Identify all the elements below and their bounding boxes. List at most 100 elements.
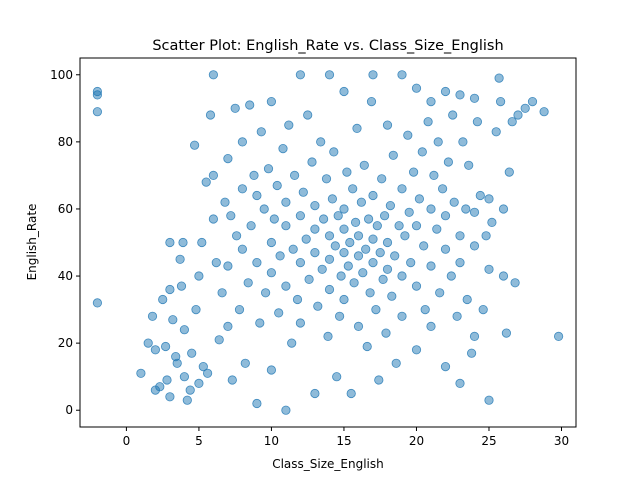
data-point [553,331,564,341]
data-point [272,180,282,191]
data-point [161,341,171,352]
data-point [397,271,407,281]
data-point [448,110,458,120]
data-point [342,167,352,177]
data-point [295,70,305,80]
data-point [281,197,291,207]
data-point [353,251,364,261]
data-point [194,271,204,281]
data-point [214,335,224,345]
data-point [365,288,375,298]
data-point [336,271,346,281]
data-point [223,154,233,164]
data-point [240,358,250,368]
data-point [259,204,269,214]
data-point [237,137,247,147]
data-point [234,304,245,315]
data-point [333,211,343,221]
data-point [162,375,172,385]
data-point [281,221,291,231]
data-point [426,97,436,107]
data-point [201,177,211,187]
data-point [487,217,497,227]
data-point [455,257,465,268]
y-axis: 0 20 40 60 80 100 [50,68,80,417]
data-point [437,184,448,194]
data-point [165,284,175,295]
data-point [440,86,451,97]
data-point [243,278,253,288]
data-point [520,103,530,113]
data-point [310,248,320,258]
data-point [323,331,333,341]
data-point [232,231,242,241]
data-point [281,281,291,291]
data-point [495,97,506,107]
data-point [411,345,422,355]
data-point [435,288,445,298]
x-tick-label: 30 [554,434,569,448]
plot-frame [79,57,577,428]
data-point [462,294,472,305]
data-point [237,184,247,194]
data-point [455,231,465,241]
data-point [440,361,451,372]
data-point [390,251,400,261]
data-point [404,207,414,217]
data-point [494,73,504,83]
x-axis: 0 5 10 15 20 25 30 [123,427,569,448]
data-point [423,117,433,127]
data-point [185,385,195,395]
data-point [246,221,256,231]
data-point [478,304,488,315]
data-point [226,211,236,221]
data-point [316,137,326,147]
data-point [158,294,168,305]
data-point [469,331,480,341]
data-point [324,70,335,80]
data-point [368,70,378,80]
data-point [208,170,218,180]
data-point [498,271,509,281]
data-point [330,241,340,251]
data-point [358,268,368,278]
data-point [481,231,491,241]
data-points [92,70,564,415]
data-point [260,288,271,298]
x-tick-label: 25 [481,434,496,448]
data-point [469,241,480,251]
data-point [387,291,397,301]
data-point [432,224,442,234]
data-point [346,388,356,399]
data-point [165,392,175,402]
data-point [352,123,362,133]
y-axis-label: English_Rate [25,204,39,281]
data-point [433,137,443,147]
data-point [426,321,436,331]
data-point [362,341,372,352]
data-point [245,100,255,110]
data-point [458,137,468,147]
x-tick-label: 0 [123,434,131,448]
data-point [327,194,337,204]
data-point [368,234,378,244]
data-point [469,93,480,103]
data-point [498,204,509,214]
data-point [339,224,349,234]
data-point [321,174,332,184]
data-point [143,338,153,348]
data-point [449,197,459,207]
data-point [426,261,436,271]
data-point [484,194,494,204]
data-point [368,190,378,201]
data-point [178,237,188,248]
data-point [539,107,549,117]
data-point [397,311,407,321]
data-point [332,372,342,382]
y-tick-label: 60 [58,202,73,216]
data-point [223,261,233,271]
y-tick-label: 80 [58,135,73,149]
data-point [289,170,300,180]
data-point [266,268,276,278]
